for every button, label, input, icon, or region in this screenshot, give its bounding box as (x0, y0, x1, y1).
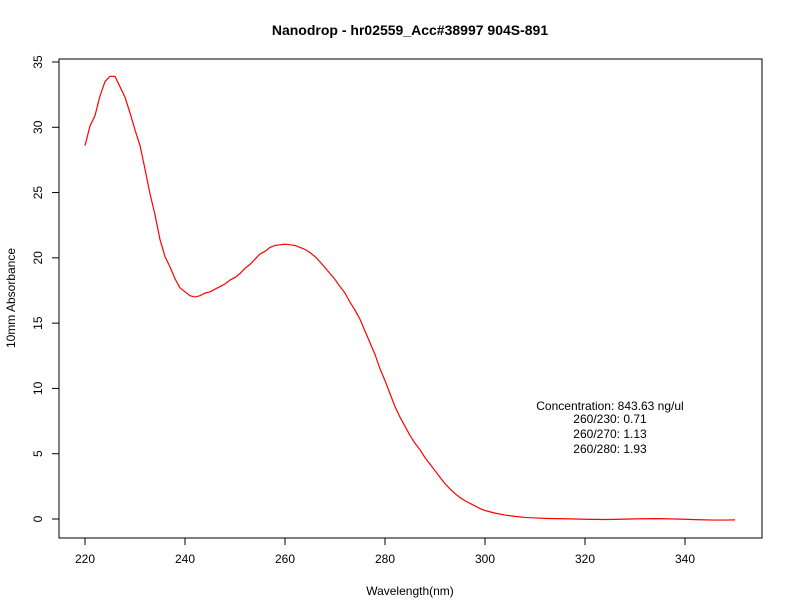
y-axis-label: 10mm Absorbance (4, 248, 18, 348)
chart-title: Nanodrop - hr02559_Acc#38997 904S-891 (272, 22, 548, 38)
annotation-concentration: Concentration: 843.63 ng/ul (536, 399, 683, 413)
annotation-ratio-260-230: 260/230: 0.71 (573, 412, 647, 426)
x-tick-label: 320 (575, 552, 595, 566)
y-tick-label: 30 (31, 120, 45, 134)
y-tick-label: 10 (31, 381, 45, 395)
x-tick-label: 280 (375, 552, 395, 566)
x-tick-label: 220 (75, 552, 95, 566)
y-tick-label: 20 (31, 251, 45, 265)
plot-frame (58, 58, 763, 539)
x-axis-label: Wavelength(nm) (366, 584, 454, 598)
y-tick-label: 25 (31, 186, 45, 200)
y-axis: 0 5 10 15 20 25 30 35 (31, 55, 59, 522)
x-axis: 220 240 260 280 300 320 340 (75, 538, 695, 566)
y-tick-label: 0 (31, 515, 45, 522)
y-tick-label: 15 (31, 316, 45, 330)
x-tick-label: 240 (175, 552, 195, 566)
x-tick-label: 340 (675, 552, 695, 566)
absorbance-line (84, 75, 736, 521)
x-tick-label: 300 (475, 552, 495, 566)
annotation-ratio-260-280: 260/280: 1.93 (573, 442, 647, 456)
annotation-box: Concentration: 843.63 ng/ul 260/230: 0.7… (536, 399, 683, 456)
x-tick-label: 260 (275, 552, 295, 566)
y-tick-label: 35 (31, 55, 45, 69)
y-tick-label: 5 (31, 450, 45, 457)
annotation-ratio-260-270: 260/270: 1.13 (573, 427, 647, 441)
